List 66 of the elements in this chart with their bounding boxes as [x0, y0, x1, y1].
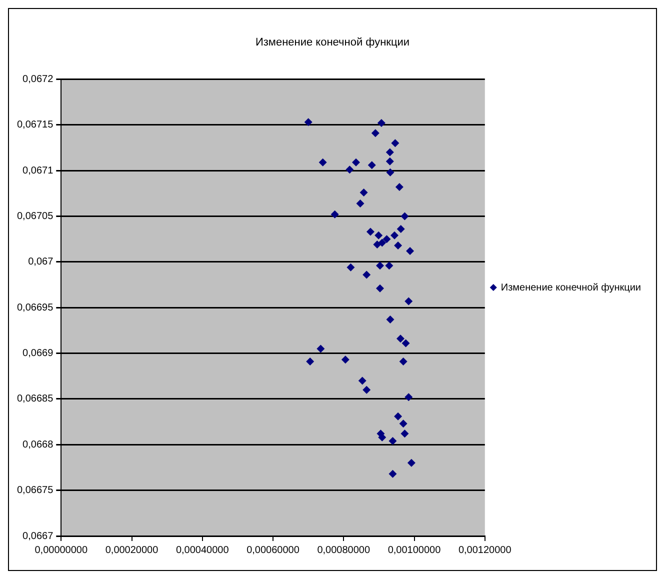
point [391, 139, 400, 148]
point [396, 225, 405, 234]
point [400, 212, 409, 220]
point [352, 158, 360, 166]
point [330, 210, 339, 218]
point [388, 470, 397, 478]
point [346, 166, 354, 174]
point [386, 168, 394, 176]
x-tick-label: 0,00120000 [458, 544, 512, 556]
point [386, 157, 394, 166]
point [346, 263, 355, 272]
chart-title: Изменение конечной функции [255, 36, 410, 49]
y-tick-label: 0,067 [28, 256, 54, 268]
point [358, 376, 366, 385]
point [316, 344, 325, 353]
point [318, 158, 327, 166]
point [368, 161, 376, 170]
point [400, 430, 409, 438]
y-tick-label: 0,0669 [22, 348, 54, 360]
y-tick-label: 0,06715 [16, 120, 54, 131]
point [306, 358, 314, 366]
y-tick-label: 0,0671 [22, 165, 54, 176]
point [371, 129, 380, 138]
x-tick-label: 0,00000000 [34, 544, 88, 556]
y-tick-label: 0,06705 [16, 210, 54, 222]
x-tick-label: 0,00040000 [176, 544, 230, 556]
x-tick-label: 0,00020000 [105, 544, 159, 556]
point [362, 386, 371, 394]
point [406, 246, 414, 255]
point [394, 412, 402, 420]
point [386, 148, 394, 156]
point [402, 339, 410, 348]
point [366, 228, 374, 236]
y-tick-label: 0,06675 [16, 485, 54, 496]
x-tick-label: 0,00080000 [317, 544, 370, 556]
y-tick-label: 0,06685 [16, 394, 54, 405]
y-tick-label: 0,06695 [16, 302, 54, 314]
point [386, 315, 394, 324]
point [407, 458, 416, 467]
point [376, 284, 384, 292]
point [362, 270, 371, 279]
point [395, 183, 404, 192]
y-tick-label: 0,0672 [22, 74, 54, 85]
point [341, 356, 350, 364]
legend-label: Изменение конечной функции [500, 282, 642, 294]
point [404, 297, 413, 306]
point [374, 231, 383, 240]
point [356, 199, 364, 208]
x-tick-label: 0,00060000 [246, 544, 300, 556]
y-tick-label: 0,0667 [22, 530, 54, 542]
point [388, 436, 397, 445]
point [399, 358, 408, 366]
point [376, 262, 384, 270]
point [404, 393, 413, 402]
point [377, 119, 386, 128]
point [360, 188, 368, 196]
point [378, 238, 386, 247]
point [304, 118, 312, 126]
point [399, 420, 408, 428]
x-tick-label: 0,00100000 [388, 544, 442, 556]
point [390, 231, 398, 240]
point [385, 262, 394, 270]
point [394, 241, 402, 250]
point [382, 235, 391, 244]
point [396, 334, 404, 343]
y-tick-label: 0,0668 [22, 439, 54, 450]
